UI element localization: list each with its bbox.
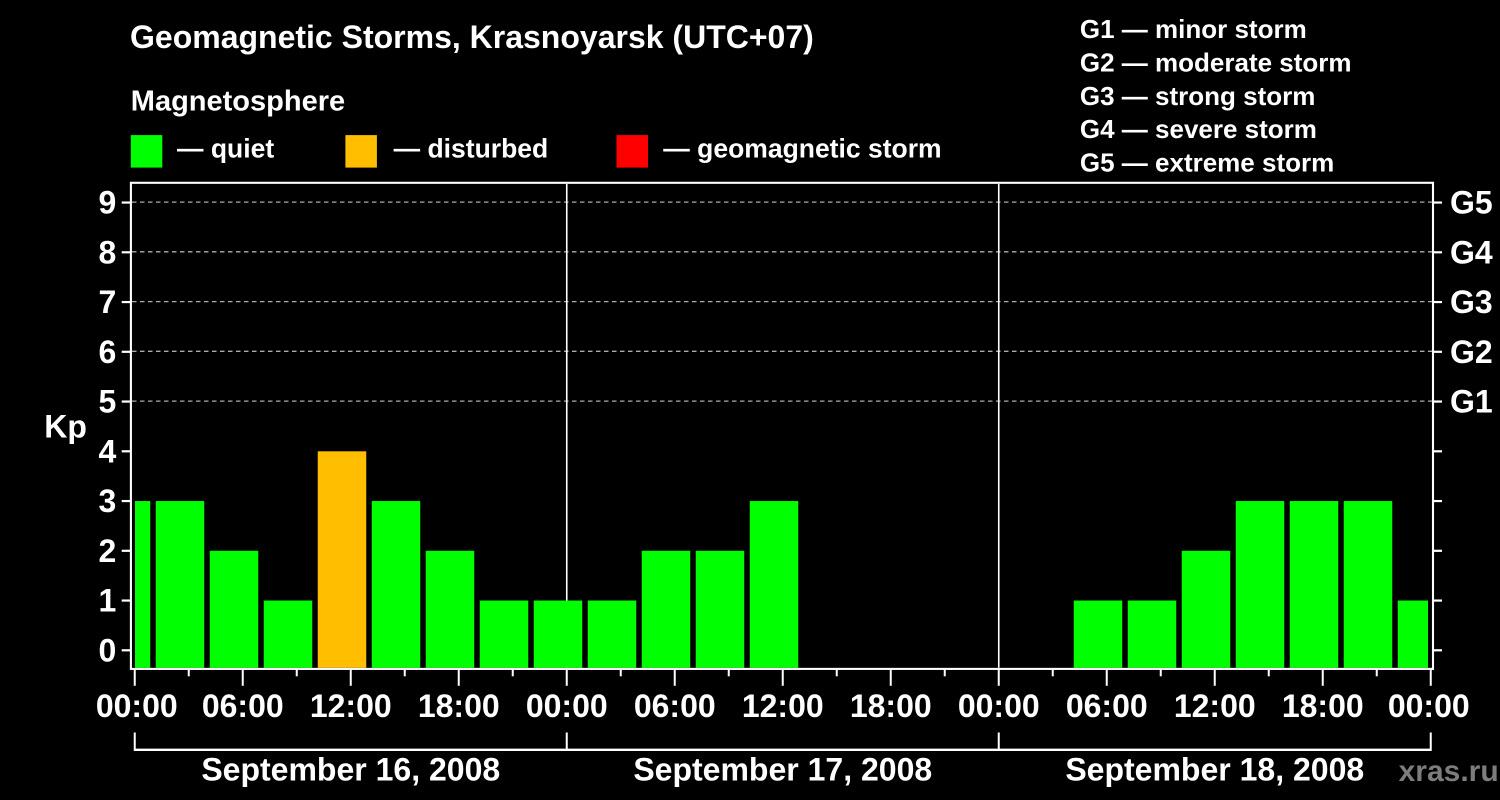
svg-text:G4 — severe storm: G4 — severe storm — [1080, 114, 1317, 144]
svg-text:G2: G2 — [1450, 334, 1493, 370]
svg-text:2: 2 — [99, 533, 117, 569]
svg-text:September 16, 2008: September 16, 2008 — [201, 751, 500, 787]
svg-text:5: 5 — [99, 384, 117, 420]
svg-text:G3: G3 — [1450, 284, 1493, 320]
svg-text:8: 8 — [99, 234, 117, 270]
svg-text:9: 9 — [99, 185, 117, 221]
svg-text:G2 — moderate storm: G2 — moderate storm — [1080, 48, 1352, 78]
svg-text:7: 7 — [99, 284, 117, 320]
svg-text:4: 4 — [99, 433, 117, 469]
svg-text:12:00: 12:00 — [742, 688, 824, 724]
svg-text:— disturbed: — disturbed — [394, 134, 549, 164]
svg-text:18:00: 18:00 — [418, 688, 500, 724]
svg-text:12:00: 12:00 — [1174, 688, 1256, 724]
svg-text:— geomagnetic storm: — geomagnetic storm — [663, 134, 941, 164]
svg-text:00:00: 00:00 — [1388, 688, 1470, 724]
svg-text:0: 0 — [99, 632, 117, 668]
svg-text:xras.ru: xras.ru — [1399, 755, 1499, 788]
svg-text:G5 — extreme storm: G5 — extreme storm — [1080, 147, 1334, 177]
svg-text:G3 — strong storm: G3 — strong storm — [1080, 81, 1315, 111]
svg-text:G1 — minor storm: G1 — minor storm — [1080, 14, 1307, 44]
svg-text:18:00: 18:00 — [850, 688, 932, 724]
svg-text:G5: G5 — [1450, 185, 1493, 221]
svg-text:00:00: 00:00 — [526, 688, 608, 724]
svg-text:3: 3 — [99, 483, 117, 519]
svg-text:G1: G1 — [1450, 384, 1493, 420]
svg-text:G4: G4 — [1450, 234, 1493, 270]
svg-text:06:00: 06:00 — [1066, 688, 1148, 724]
svg-text:18:00: 18:00 — [1282, 688, 1364, 724]
svg-text:Magnetosphere: Magnetosphere — [131, 86, 345, 118]
svg-text:06:00: 06:00 — [202, 688, 284, 724]
svg-text:00:00: 00:00 — [958, 688, 1040, 724]
svg-text:00:00: 00:00 — [96, 688, 178, 724]
svg-text:12:00: 12:00 — [310, 688, 392, 724]
svg-text:06:00: 06:00 — [634, 688, 716, 724]
svg-text:1: 1 — [99, 583, 117, 619]
svg-text:September 17, 2008: September 17, 2008 — [633, 751, 932, 787]
svg-text:Kp: Kp — [44, 409, 87, 445]
svg-text:6: 6 — [99, 334, 117, 370]
svg-text:Geomagnetic Storms, Krasnoyars: Geomagnetic Storms, Krasnoyarsk (UTC+07) — [130, 19, 814, 55]
svg-text:— quiet: — quiet — [177, 134, 274, 164]
svg-text:September 18, 2008: September 18, 2008 — [1065, 751, 1364, 787]
